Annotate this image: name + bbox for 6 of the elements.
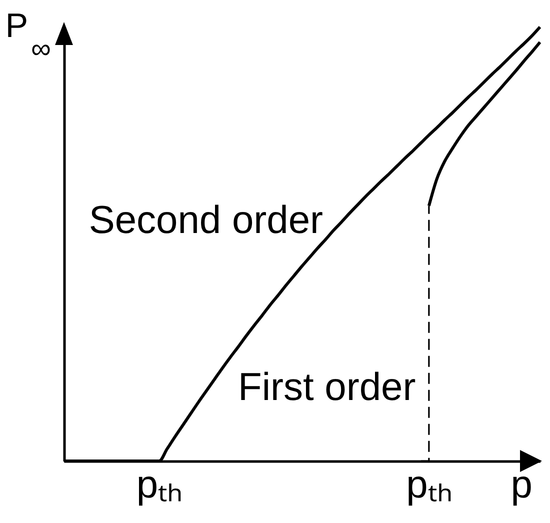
- annotation: First order: [238, 366, 416, 409]
- x-tick-label: pₜₕ: [136, 464, 184, 506]
- x-axis-title: p: [510, 464, 532, 506]
- x-tick-label: pₜₕ: [406, 464, 453, 506]
- series-label: Second order: [88, 199, 324, 242]
- y-axis-title: P∞: [5, 7, 51, 64]
